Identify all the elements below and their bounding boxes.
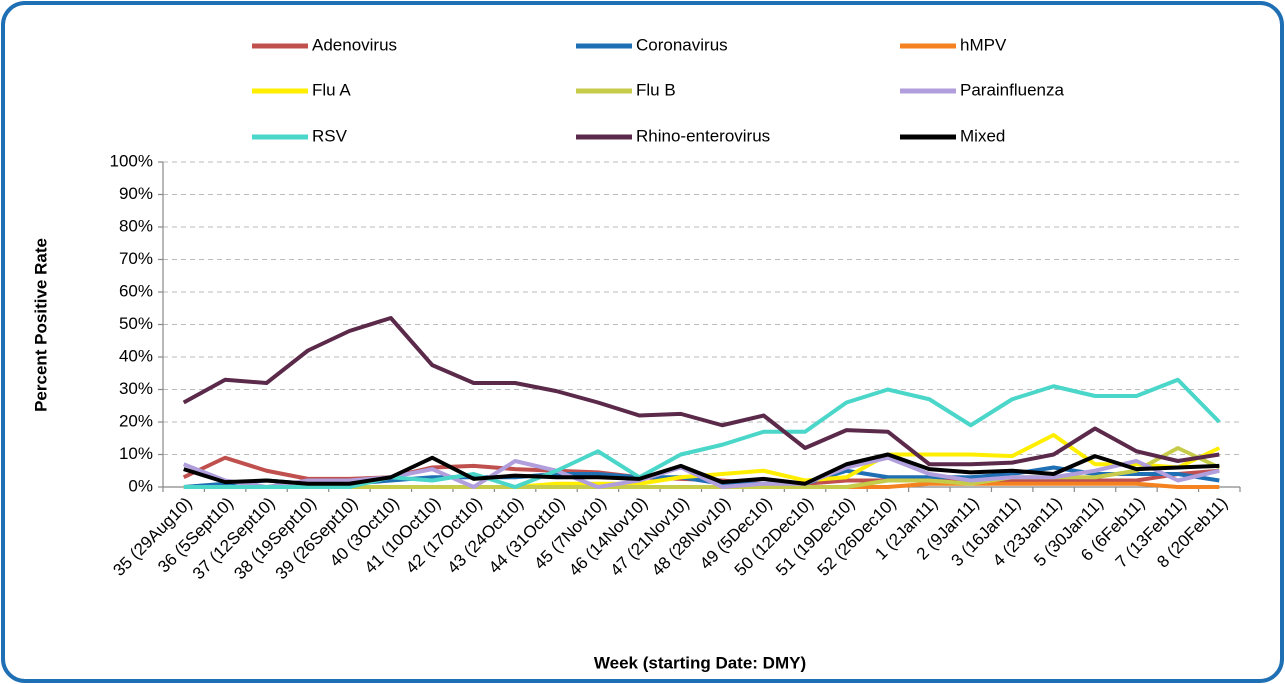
y-tick-label: 10% xyxy=(119,444,153,463)
legend-label: Rhino-enterovirus xyxy=(636,126,770,145)
y-tick-label: 20% xyxy=(119,411,153,430)
legend-label: Parainfluenza xyxy=(960,80,1065,99)
legend-label: Flu B xyxy=(636,80,676,99)
x-axis-label: Week (starting Date: DMY) xyxy=(594,653,806,672)
legend-label: Mixed xyxy=(960,126,1005,145)
y-tick-label: 0% xyxy=(128,476,153,495)
series-line xyxy=(182,455,1220,489)
legend-label: Adenovirus xyxy=(312,35,397,54)
y-tick-label: 40% xyxy=(119,346,153,365)
y-tick-label: 50% xyxy=(119,314,153,333)
y-tick-label: 70% xyxy=(119,249,153,268)
y-tick-label: 80% xyxy=(119,216,153,235)
legend-label: Flu A xyxy=(312,80,351,99)
y-tick-label: 100% xyxy=(110,151,153,170)
series-line xyxy=(182,316,1220,467)
y-tick-label: 90% xyxy=(119,184,153,203)
legend-label: hMPV xyxy=(960,35,1007,54)
series-line xyxy=(183,452,1220,486)
y-tick-label: 30% xyxy=(119,379,153,398)
series-line xyxy=(183,377,1221,489)
legend-label: Coronavirus xyxy=(636,35,728,54)
y-tick-label: 60% xyxy=(119,281,153,300)
y-axis-label: Percent Positive Rate xyxy=(31,238,50,412)
legend-label: RSV xyxy=(312,126,348,145)
